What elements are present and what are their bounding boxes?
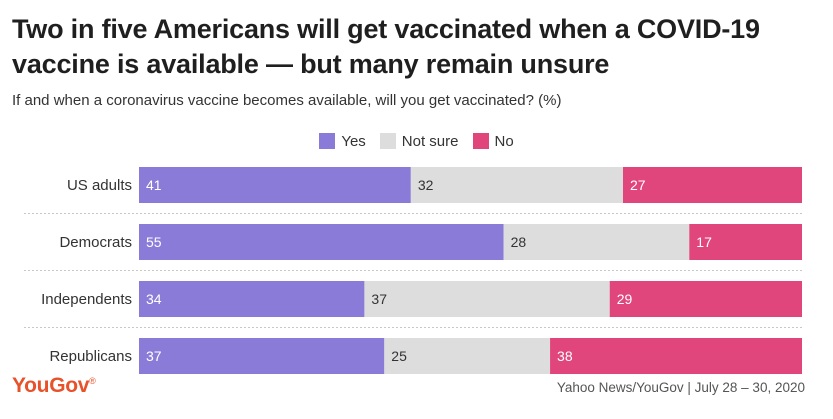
legend-swatch-yes <box>319 133 336 149</box>
data-label-not-sure-democrats: 28 <box>511 234 527 250</box>
data-label-no-us-adults: 27 <box>630 177 646 193</box>
source-note: Yahoo News/YouGov | July 28 – 30, 2020 <box>556 380 805 395</box>
yougov-logo: YouGov® <box>12 374 96 397</box>
chart-subtitle: If and when a coronavirus vaccine become… <box>12 92 562 109</box>
bar-yes-independents <box>139 281 365 317</box>
category-label-independents: Independents <box>41 291 132 308</box>
bar-no-independents <box>609 281 802 317</box>
bar-not-sure-independents <box>364 281 610 317</box>
data-label-not-sure-us-adults: 32 <box>418 177 434 193</box>
data-label-yes-independents: 34 <box>146 291 162 307</box>
bar-yes-republicans <box>139 338 385 374</box>
data-label-not-sure-independents: 37 <box>371 291 387 307</box>
category-label-democrats: Democrats <box>59 234 132 251</box>
data-label-no-democrats: 17 <box>696 234 712 250</box>
legend-item-not-sure: Not sure <box>379 132 459 150</box>
legend-swatch-no <box>472 133 489 149</box>
category-label-republicans: Republicans <box>49 348 132 365</box>
bar-no-democrats <box>689 224 802 260</box>
bar-not-sure-democrats <box>503 224 690 260</box>
legend-item-yes: Yes <box>319 132 366 150</box>
bar-not-sure-us-adults <box>410 167 623 203</box>
data-label-not-sure-republicans: 25 <box>391 348 407 364</box>
data-label-no-republicans: 38 <box>557 348 573 364</box>
logo-text: YouGov <box>12 374 90 397</box>
chart-title: Two in five Americans will get vaccinate… <box>12 14 760 79</box>
legend-item-no: No <box>472 132 514 150</box>
bar-no-republicans <box>550 338 802 374</box>
legend-label-yes: Yes <box>341 132 366 150</box>
data-label-yes-republicans: 37 <box>146 348 162 364</box>
legend-label-no: No <box>494 132 514 150</box>
category-label-us-adults: US adults <box>67 177 132 194</box>
data-label-yes-democrats: 55 <box>146 234 162 250</box>
legend: Yes Not sure No <box>0 130 833 152</box>
data-label-no-independents: 29 <box>617 291 633 307</box>
bar-not-sure-republicans <box>384 338 551 374</box>
legend-label-not-sure: Not sure <box>401 132 459 150</box>
data-label-yes-us-adults: 41 <box>146 177 162 193</box>
bar-yes-us-adults <box>139 167 411 203</box>
bar-no-us-adults <box>622 167 802 203</box>
legend-swatch-not-sure <box>379 133 396 149</box>
bar-yes-democrats <box>139 224 504 260</box>
